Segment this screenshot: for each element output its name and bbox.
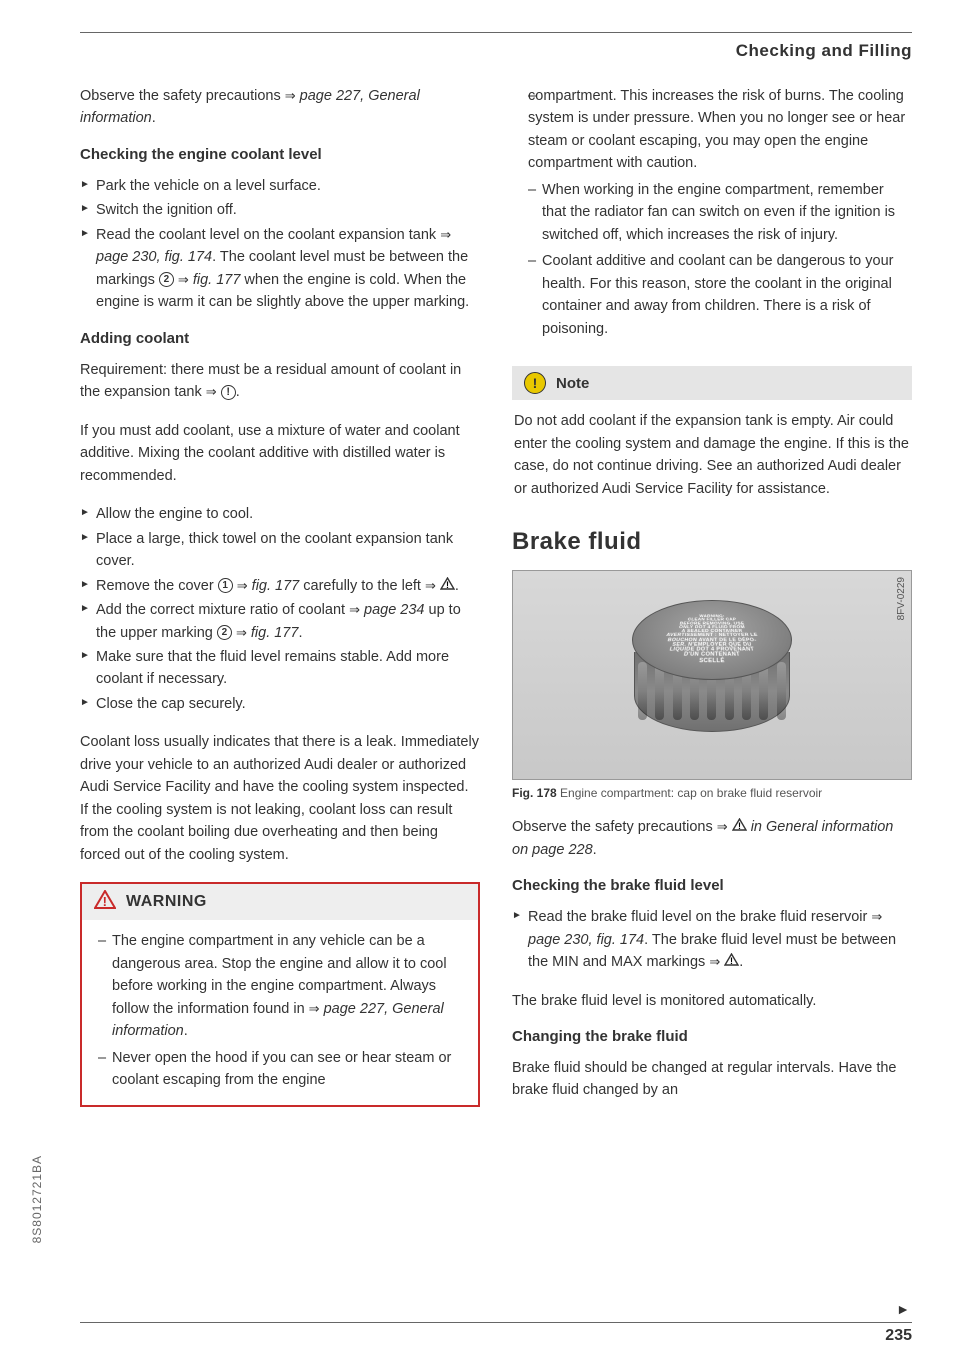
section-title-brake: Brake fluid: [512, 528, 912, 556]
adding-coolant-steps: Allow the engine to cool. Place a large,…: [80, 503, 480, 715]
svg-text:!: !: [730, 956, 733, 966]
intro-text: Observe the safety precautions ⇒ page 22…: [80, 85, 480, 130]
marker-1-icon: 1: [218, 578, 233, 593]
figure-caption: Fig. 178 Engine compartment: cap on brak…: [512, 786, 912, 800]
warning-triangle-icon: !: [732, 816, 747, 838]
note-body: Do not add coolant if the expansion tank…: [512, 400, 912, 504]
warning-triangle-icon: !: [440, 575, 455, 597]
subhead-change-brake: Changing the brake fluid: [512, 1028, 912, 1045]
warning-item: When working in the engine compartment, …: [528, 179, 910, 246]
figure-code: 8FV-0229: [896, 577, 907, 620]
step: Switch the ignition off.: [80, 199, 480, 221]
step: Place a large, thick towel on the coolan…: [80, 528, 480, 573]
page-footer: 235: [80, 1322, 912, 1345]
step: Read the coolant level on the coolant ex…: [80, 224, 480, 314]
coolant-check-steps: Park the vehicle on a level surface. Swi…: [80, 175, 480, 314]
subhead-check-coolant: Checking the engine coolant level: [80, 146, 480, 163]
warning-label: WARNING: [126, 893, 207, 911]
left-column: Observe the safety precautions ⇒ page 22…: [80, 85, 480, 1107]
right-column: compartment. This increases the risk of …: [512, 85, 912, 1107]
svg-text:!: !: [738, 821, 741, 831]
step: Add the correct mixture ratio of coolant…: [80, 599, 480, 644]
note-icon: !: [524, 372, 546, 394]
marker-2-icon: 2: [159, 272, 174, 287]
note-label: Note: [556, 375, 589, 392]
note-header: ! Note: [512, 366, 912, 400]
step: Read the brake fluid level on the brake …: [512, 906, 912, 973]
step: Close the cap securely.: [80, 693, 480, 715]
figure-178: 8FV-0229 WARNING:CLEAN FILLER CAPBEFORE …: [512, 570, 912, 780]
side-code: 8S8012721BA: [30, 1155, 44, 1243]
warning-box: ! WARNING The engine compartment in any …: [80, 882, 480, 1107]
requirement-text: Requirement: there must be a residual am…: [80, 359, 480, 404]
brake-cap-drawing: WARNING:CLEAN FILLER CAPBEFORE REMOVING.…: [612, 600, 812, 750]
warning-triangle-icon: !: [724, 951, 739, 973]
warning-triangle-icon: !: [94, 890, 116, 914]
svg-text:!: !: [446, 580, 449, 590]
warning-list: The engine compartment in any vehicle ca…: [98, 930, 464, 1091]
step: Remove the cover 1 ⇒ fig. 177 carefully …: [80, 575, 480, 598]
page-number: 235: [885, 1327, 912, 1344]
header-title: Checking and Filling: [736, 41, 912, 60]
step: Make sure that the fluid level remains s…: [80, 646, 480, 691]
page-header: Checking and Filling: [80, 32, 912, 61]
warning-item: Coolant additive and coolant can be dang…: [528, 250, 910, 340]
warning-item: Never open the hood if you can see or he…: [98, 1047, 464, 1092]
coolant-loss-text: Coolant loss usually indicates that ther…: [80, 731, 480, 866]
marker-2-icon: 2: [217, 625, 232, 640]
warning-item-cont: compartment. This increases the risk of …: [528, 85, 910, 175]
warning-item: The engine compartment in any vehicle ca…: [98, 930, 464, 1042]
svg-text:!: !: [103, 894, 108, 909]
mix-text: If you must add coolant, use a mixture o…: [80, 420, 480, 487]
change-text: Brake fluid should be changed at regular…: [512, 1057, 912, 1102]
cap-text: WARNING:CLEAN FILLER CAPBEFORE REMOVING.…: [648, 615, 776, 653]
continue-arrow-icon: ►: [896, 1301, 910, 1317]
subhead-check-brake: Checking the brake fluid level: [512, 877, 912, 894]
step: Park the vehicle on a level surface.: [80, 175, 480, 197]
subhead-adding-coolant: Adding coolant: [80, 330, 480, 347]
warning-header: ! WARNING: [82, 884, 478, 920]
info-icon: !: [221, 385, 236, 400]
monitor-text: The brake fluid level is monitored autom…: [512, 990, 912, 1012]
brake-check-steps: Read the brake fluid level on the brake …: [512, 906, 912, 973]
observe-text: Observe the safety precautions ⇒ ! in Ge…: [512, 816, 912, 861]
step: Allow the engine to cool.: [80, 503, 480, 525]
